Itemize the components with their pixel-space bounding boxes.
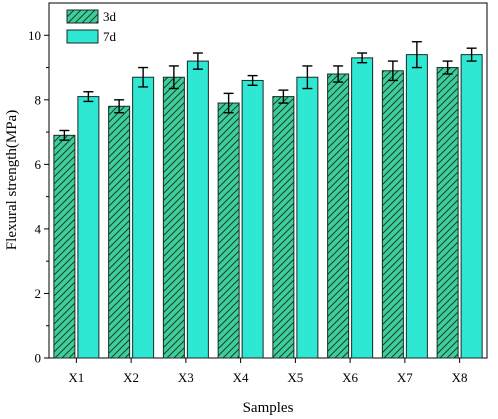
legend-swatch-7d xyxy=(66,29,99,44)
bar-3d-X1 xyxy=(53,134,76,359)
x-tick-label: X2 xyxy=(123,370,139,385)
x-tick-label: X5 xyxy=(287,370,303,385)
x-axis-ticks: X1 X2 X3 X4 X5 X6 X7 X8 xyxy=(68,358,468,385)
error-bars xyxy=(59,41,477,141)
bar-7d-X5 xyxy=(296,76,319,359)
bar-7d-X1 xyxy=(77,96,100,359)
plot-frame xyxy=(48,2,488,359)
bar-3d-X7 xyxy=(381,70,404,359)
bars xyxy=(53,54,483,359)
x-tick-label: X7 xyxy=(397,370,413,385)
legend-label-7d: 7d xyxy=(103,29,117,44)
y-tick-label: 2 xyxy=(35,286,42,301)
y-axis-ticks: 0 2 4 6 8 10 xyxy=(28,28,49,366)
x-tick-label: X1 xyxy=(68,370,84,385)
y-tick-label: 4 xyxy=(35,221,42,236)
bar-7d-X7 xyxy=(405,54,428,359)
bar-3d-X6 xyxy=(327,73,350,359)
y-tick-label: 0 xyxy=(35,351,42,366)
y-axis-title: Flexural strength(MPa) xyxy=(4,110,20,250)
bar-7d-X2 xyxy=(132,76,155,359)
x-tick-label: X4 xyxy=(233,370,249,385)
x-tick-label: X6 xyxy=(342,370,358,385)
bar-3d-X2 xyxy=(108,105,131,359)
bar-3d-X8 xyxy=(436,67,459,359)
x-tick-label: X8 xyxy=(452,370,468,385)
legend-swatch-3d xyxy=(66,9,99,24)
legend-label-3d: 3d xyxy=(103,9,117,24)
bar-7d-X4 xyxy=(241,79,264,359)
x-axis-title: Samples xyxy=(243,400,294,416)
bar-7d-X6 xyxy=(351,57,374,359)
bar-7d-X8 xyxy=(460,54,483,359)
bar-3d-X4 xyxy=(217,102,240,359)
y-tick-label: 6 xyxy=(35,157,42,172)
bar-3d-X3 xyxy=(162,76,185,359)
bar-3d-X5 xyxy=(272,96,295,359)
bar-7d-X3 xyxy=(186,60,209,359)
plot-area xyxy=(48,2,488,359)
x-tick-label: X3 xyxy=(178,370,194,385)
y-tick-label: 8 xyxy=(35,92,42,107)
y-tick-label: 10 xyxy=(28,28,41,43)
